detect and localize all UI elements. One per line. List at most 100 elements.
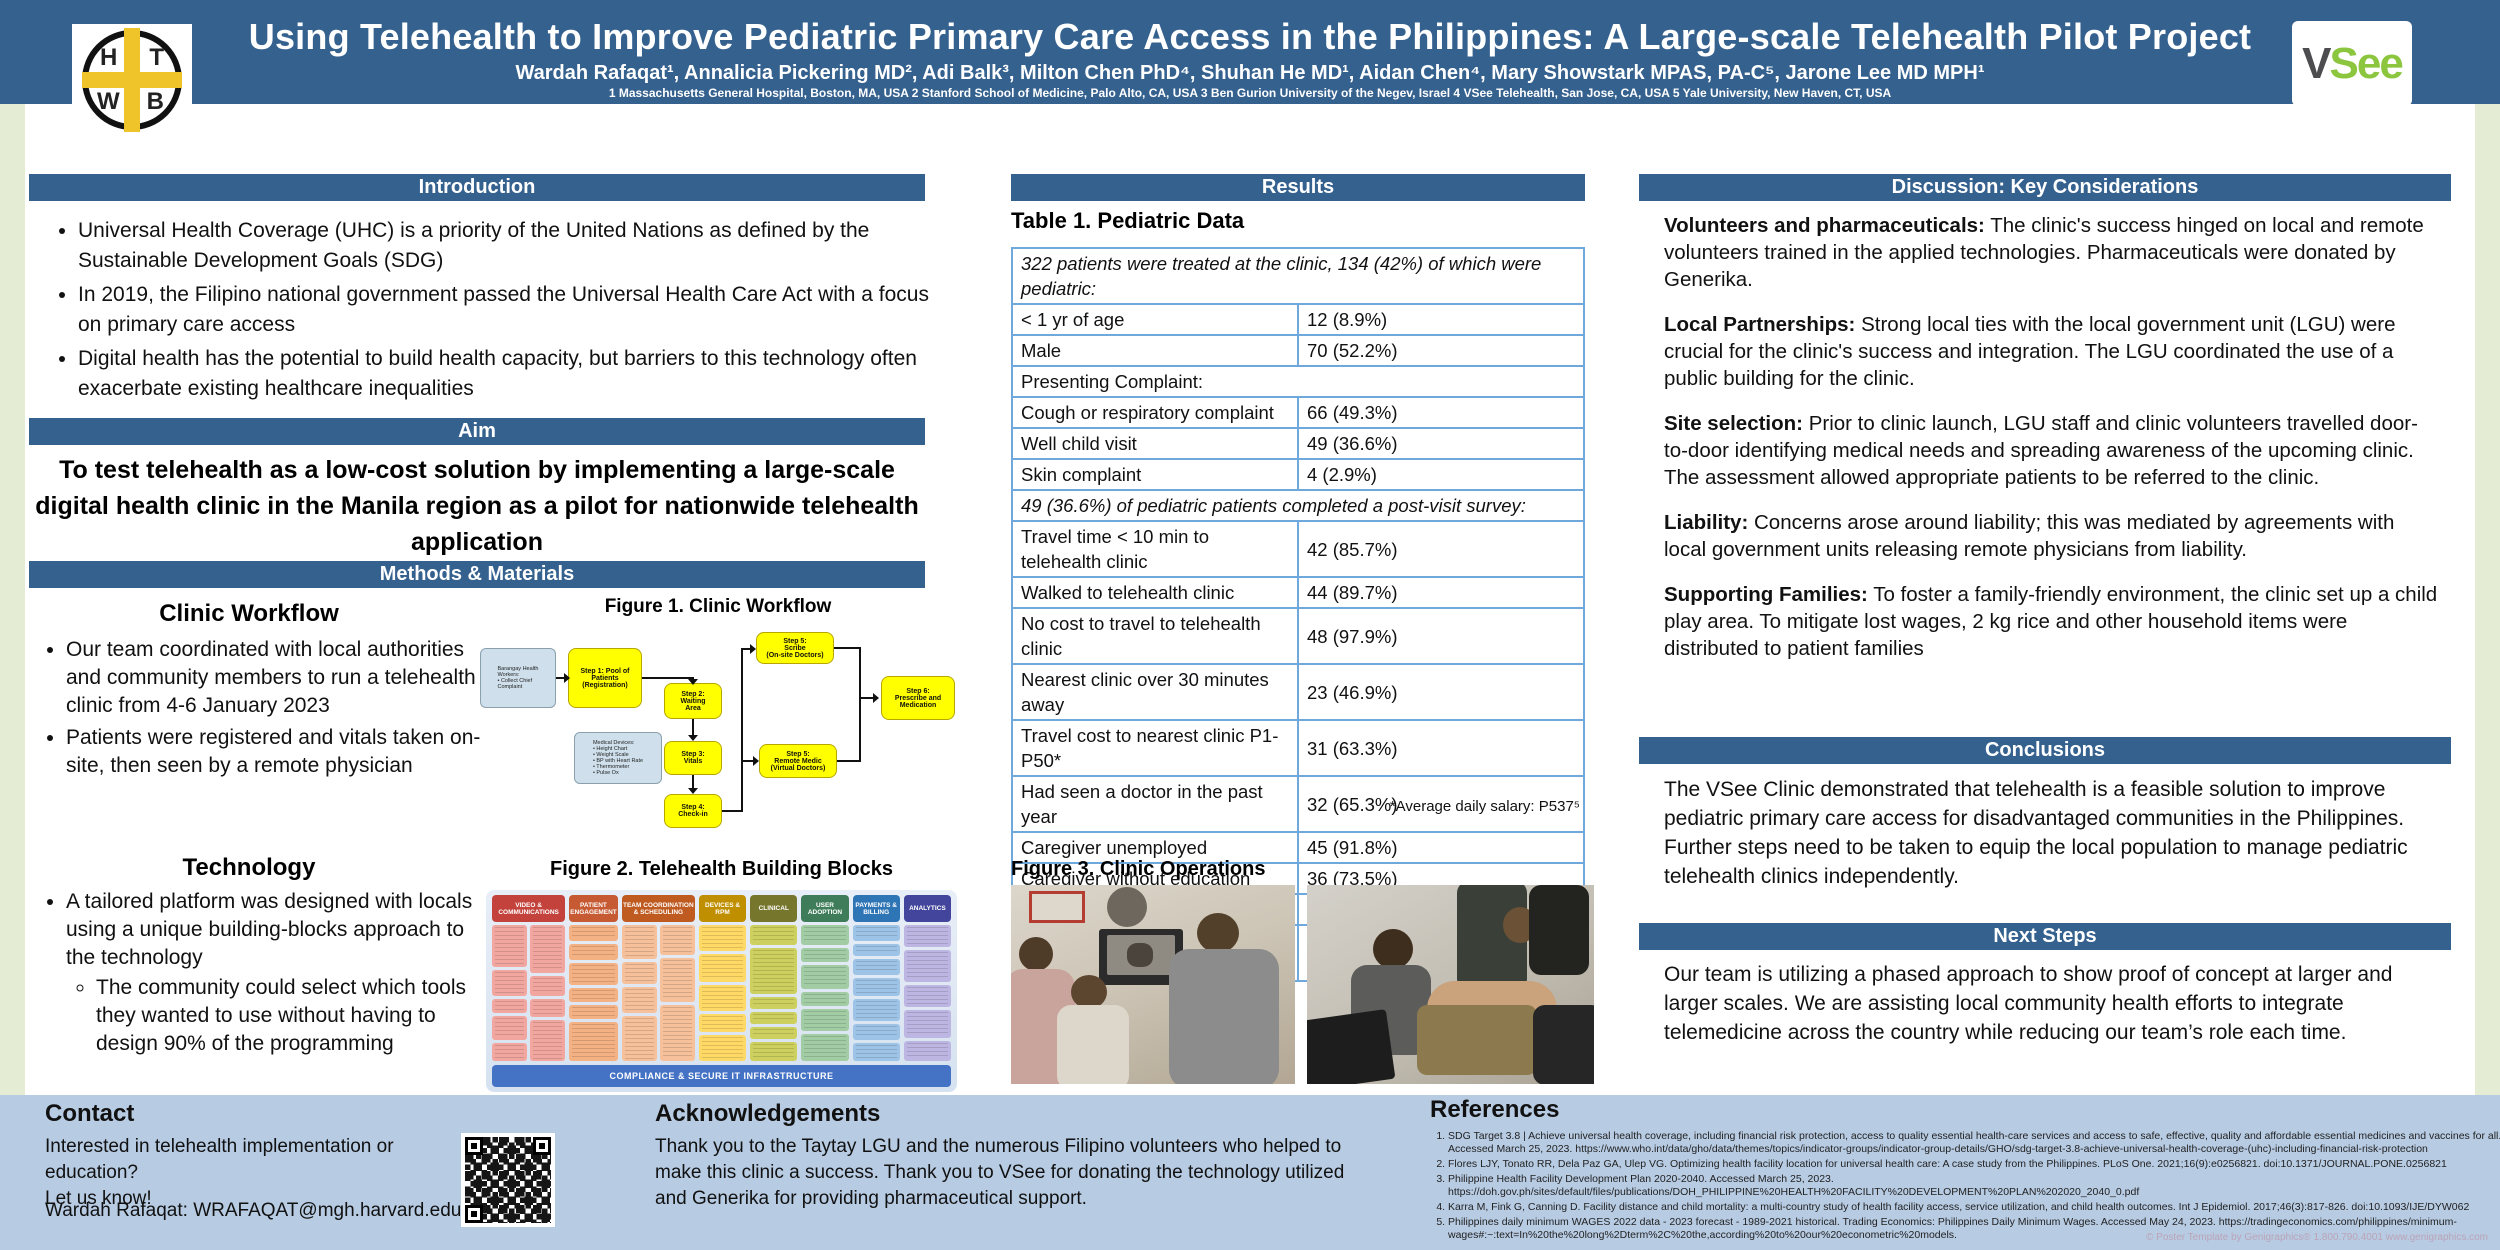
table-row: Male 70 (52.2%) (1011, 334, 1585, 367)
building-block-cell (530, 1020, 566, 1061)
next-steps-text: Our team is utilizing a phased approach … (1664, 963, 2393, 1044)
references-heading: References (1430, 1096, 1560, 1123)
template-watermark: © Poster Template by Genigraphics® 1.800… (2146, 1232, 2488, 1243)
htwb-letter-w: W (97, 88, 120, 115)
flow-arrow (837, 760, 860, 762)
clinic-photo-family-laptop (1011, 885, 1295, 1084)
building-block-cell (569, 963, 618, 985)
building-block-cell (530, 976, 566, 996)
table-row: Travel cost to nearest clinic P1-P50* 31 … (1011, 719, 1585, 777)
flow-arrowhead (753, 756, 759, 766)
building-block-cell (698, 954, 747, 982)
htwb-letter-t: T (149, 44, 164, 71)
clinic-workflow-heading: Clinic Workflow (159, 600, 339, 627)
table-row: No cost to travel to telehealth clinic 48… (1011, 607, 1585, 665)
building-block-cell (698, 985, 747, 1011)
qr-finder-icon (533, 1137, 551, 1155)
section-bar-introduction: Introduction (29, 174, 925, 201)
flow-node-barangay: Barangay Health Workers: • Collect Chief… (480, 648, 556, 708)
htwb-letter-h: H (100, 44, 118, 71)
flow-arrowhead (564, 673, 570, 683)
building-block-cell (698, 1014, 747, 1032)
compliance-bar: COMPLIANCE & SECURE IT INFRASTRUCTURE (492, 1065, 951, 1087)
methods-bullet: Our team coordinated with local authorit… (66, 636, 484, 720)
intro-bullet: In 2019, the Filipino national governmen… (78, 280, 933, 340)
figure2-caption: Figure 2. Telehealth Building Blocks (549, 858, 894, 880)
contact-text: Interested in telehealth implementation … (45, 1134, 455, 1212)
building-block-cell (569, 925, 618, 941)
flow-arrow (741, 648, 743, 812)
table-row: 49 (36.6%) of pediatric patients complet… (1011, 489, 1585, 522)
building-block-cell (698, 925, 747, 951)
flow-node-step4: Step 4: Check-in (664, 794, 722, 828)
poster-header: Using Telehealth to Improve Pediatric Pr… (0, 0, 2500, 104)
building-block-cell (750, 1027, 798, 1039)
discussion-paragraphs: Volunteers and pharmaceuticals: The clin… (1664, 212, 2440, 680)
building-block-cell (750, 925, 798, 945)
photo-shape (1029, 891, 1085, 923)
column-payments-billing: PAYMENTS & BILLING (852, 895, 900, 1061)
clinic-workflow-bullets: Our team coordinated with local authorit… (40, 636, 484, 784)
building-block-cell (801, 1009, 849, 1031)
acknowledgements-text: Thank you to the Taytay LGU and the nume… (655, 1136, 1345, 1209)
building-block-cell (852, 925, 900, 941)
photo-shape (1107, 887, 1147, 927)
building-block-cell (530, 925, 566, 973)
photo-shape (1197, 913, 1239, 953)
table-row: Nearest clinic over 30 minutes away 23 (4… (1011, 663, 1585, 721)
htwb-logo: H T W B (72, 24, 192, 136)
column-header: PATIENT ENGAGEMENT (569, 895, 618, 922)
section-bar-discussion: Discussion: Key Considerations (1639, 174, 2451, 201)
flow-arrowhead (688, 679, 698, 685)
qr-code (461, 1133, 555, 1227)
discussion-paragraph: Local Partnerships: Strong local ties wi… (1664, 313, 2396, 390)
table1-caption: Table 1. Pediatric Data (1011, 208, 1245, 233)
building-blocks-columns: VIDEO & COMMUNICATIONS (492, 895, 952, 1061)
building-block-cell (852, 999, 900, 1021)
building-block-cell (801, 925, 849, 945)
footer-band (0, 1095, 2500, 1250)
building-block-cell (903, 1010, 952, 1038)
pediatric-data-table: 322 patients were treated at the clinic,… (1011, 247, 1585, 982)
figure3-caption: Figure 3. Clinic Operations (1011, 858, 1266, 880)
photo-shape (1127, 943, 1153, 967)
clinic-photo-vitals-exam (1307, 885, 1594, 1084)
column-clinical: CLINICAL (750, 895, 798, 1061)
qr-pattern (465, 1137, 551, 1223)
flow-node-step5-scribe: Step 5: Scribe (On-site Doctors) (756, 632, 834, 664)
paragraph-lead: Liability: (1664, 511, 1749, 534)
table-span-cell: Presenting Complaint: (1011, 365, 1585, 398)
discussion-paragraph: Site selection: Prior to clinic launch, … (1664, 412, 2418, 489)
left-edge-strip (0, 104, 25, 1095)
flow-arrow (692, 719, 694, 737)
building-block-cell (801, 992, 849, 1006)
qr-finder-icon (465, 1205, 483, 1223)
htwb-cross-icon (82, 72, 182, 88)
column-header: DEVICES & RPM (698, 895, 747, 922)
building-block-cell (801, 948, 849, 962)
table-footnote: *Average daily salary: P537⁵ (1389, 798, 1580, 815)
building-block-cell (492, 999, 528, 1013)
building-block-cell (621, 925, 657, 959)
column-header: PAYMENTS & BILLING (852, 895, 900, 922)
htwb-circle-icon: H T W B (82, 28, 182, 132)
acknowledgements-heading: Acknowledgements (655, 1100, 881, 1127)
column-header: ANALYTICS (903, 895, 952, 922)
column-video-communications: VIDEO & COMMUNICATIONS (492, 895, 566, 1061)
flow-node-step3: Step 3: Vitals (664, 741, 722, 775)
flow-arrow (859, 697, 875, 699)
building-block-cell (903, 985, 952, 1007)
flow-node-devices: Medical Devices: • Height Chart • Weight… (574, 732, 662, 784)
building-block-cell (903, 1041, 952, 1061)
building-block-cell (492, 1043, 528, 1061)
photo-shape (1057, 1005, 1129, 1084)
column-header: TEAM COORDINATION & SCHEDULING (621, 895, 695, 922)
table-row: Well child visit 49 (36.6%) (1011, 427, 1585, 460)
building-block-cell (530, 999, 566, 1017)
flow-arrowhead (688, 788, 698, 794)
table-row: Cough or respiratory complaint 66 (49.3%) (1011, 396, 1585, 429)
flow-arrow (556, 677, 566, 679)
htwb-letter-b: B (146, 88, 164, 115)
photo-shape (1529, 885, 1589, 975)
column-patient-engagement: PATIENT ENGAGEMENT (569, 895, 618, 1061)
